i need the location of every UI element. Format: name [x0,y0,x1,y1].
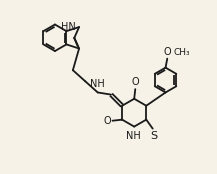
Text: S: S [150,131,157,141]
Text: NH: NH [126,131,141,141]
Text: CH₃: CH₃ [173,48,190,57]
Text: O: O [103,116,111,126]
Text: HN: HN [61,22,76,32]
Text: O: O [163,47,171,57]
Text: O: O [132,77,139,87]
Text: NH: NH [90,79,104,89]
